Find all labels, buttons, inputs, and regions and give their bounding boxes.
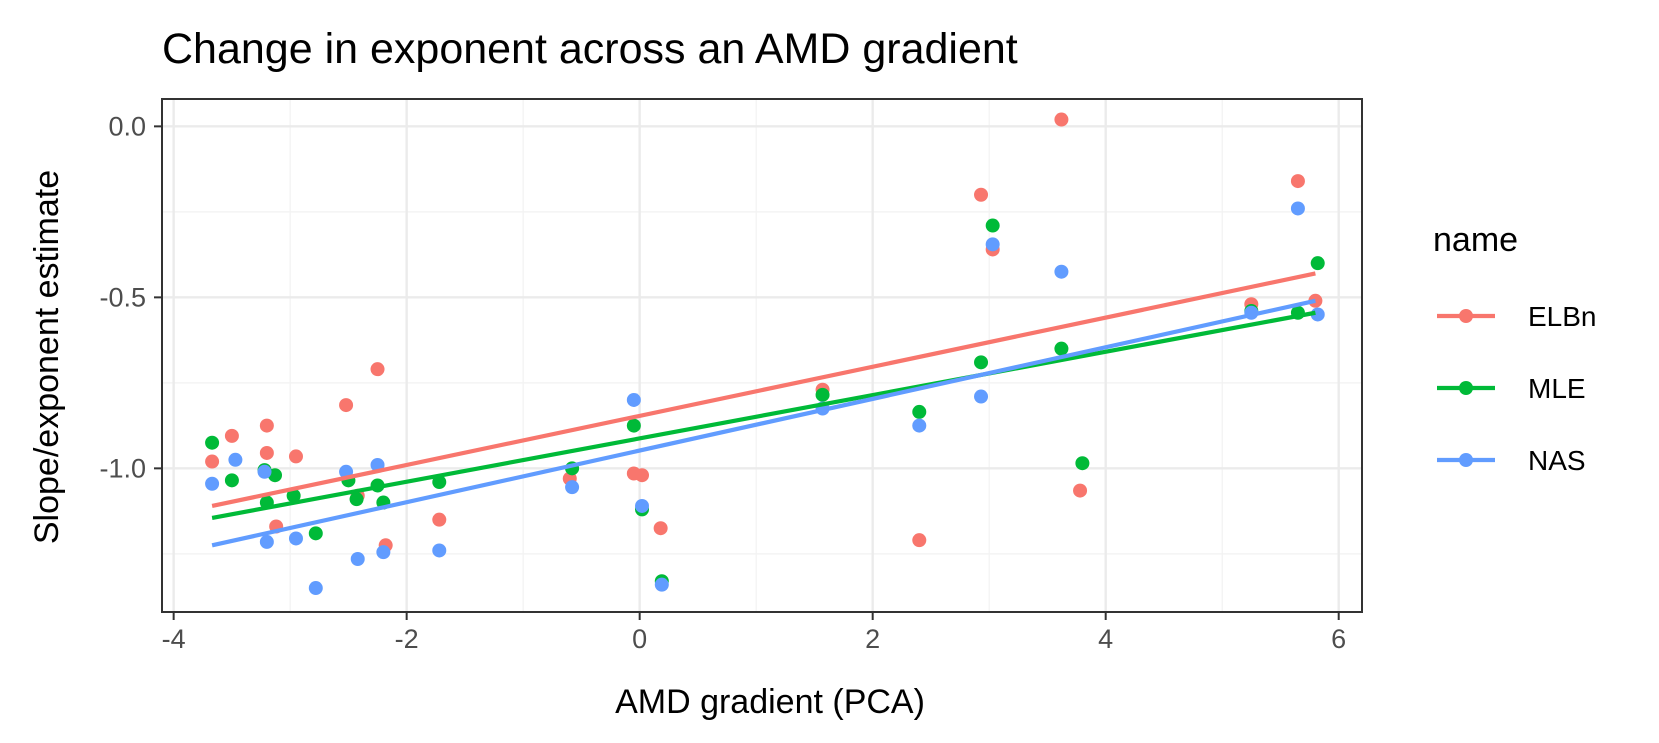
data-point-mle	[1075, 456, 1090, 471]
data-point-nas	[974, 389, 989, 404]
legend-label-elbn: ELBn	[1528, 301, 1597, 332]
data-point-elbn	[205, 454, 220, 469]
data-point-elbn	[974, 187, 989, 202]
x-tick-label: -2	[395, 624, 419, 654]
data-point-nas	[1290, 201, 1305, 216]
data-point-nas	[565, 480, 580, 495]
data-point-nas	[350, 551, 365, 566]
y-tick-label: -0.5	[99, 282, 146, 312]
data-point-nas	[288, 531, 303, 546]
data-point-nas	[912, 418, 927, 433]
data-point-nas	[259, 534, 274, 549]
panel-background	[162, 99, 1362, 612]
data-point-elbn	[259, 445, 274, 460]
x-tick-label: -4	[162, 624, 186, 654]
data-point-mle	[974, 355, 989, 370]
data-point-elbn	[339, 398, 354, 413]
data-point-nas	[228, 452, 243, 467]
data-point-elbn	[432, 512, 447, 527]
legend-key-point-nas	[1459, 453, 1473, 467]
data-point-mle	[308, 526, 323, 541]
data-point-mle	[985, 218, 1000, 233]
data-point-elbn	[912, 533, 927, 548]
data-point-elbn	[1054, 112, 1069, 127]
data-point-elbn	[259, 418, 274, 433]
data-point-elbn	[370, 362, 385, 377]
plot-panel	[161, 98, 1363, 613]
data-point-elbn	[1290, 174, 1305, 189]
trend-line-elbn	[211, 271, 1316, 509]
data-point-nas	[432, 543, 447, 558]
legend: name ELBn MLE NAS	[1433, 221, 1597, 476]
data-point-mle	[1054, 341, 1069, 356]
data-point-mle	[224, 473, 239, 488]
x-tick-label: 0	[632, 624, 647, 654]
legend-key-point-elbn	[1459, 309, 1473, 323]
data-point-nas	[985, 237, 1000, 252]
panel-border	[161, 98, 1363, 613]
data-point-mle	[1310, 256, 1325, 271]
data-point-mle	[626, 418, 641, 433]
data-point-nas	[1054, 264, 1069, 279]
data-point-nas	[308, 581, 323, 596]
x-tick-label: 4	[1098, 624, 1113, 654]
y-tick-label: 0.0	[108, 111, 146, 141]
chart-title: Change in exponent across an AMD gradien…	[162, 25, 1018, 73]
legend-label-mle: MLE	[1528, 373, 1586, 404]
data-point-mle	[205, 435, 220, 450]
x-tick-label: 2	[865, 624, 880, 654]
data-point-nas	[376, 545, 391, 560]
x-axis-title: AMD gradient (PCA)	[615, 683, 925, 721]
trend-line-mle	[211, 310, 1316, 521]
data-point-nas	[626, 392, 641, 407]
data-point-mle	[815, 387, 830, 402]
data-point-nas	[654, 577, 669, 592]
trend-line-nas	[211, 298, 1316, 548]
legend-title: name	[1433, 221, 1518, 259]
data-point-elbn	[224, 428, 239, 443]
legend-label-nas: NAS	[1528, 445, 1586, 476]
legend-key-point-mle	[1459, 381, 1473, 395]
data-point-elbn	[653, 521, 668, 536]
data-point-elbn	[288, 449, 303, 464]
data-point-mle	[432, 475, 447, 490]
data-point-mle	[349, 492, 364, 507]
data-point-elbn	[1073, 483, 1088, 498]
data-point-mle	[912, 404, 927, 419]
data-point-nas	[635, 498, 649, 513]
x-axis: -4 -2 0 2 4 6	[162, 612, 1346, 654]
data-point-nas	[205, 476, 220, 491]
data-point-elbn	[635, 468, 649, 483]
data-point-mle	[286, 488, 301, 503]
y-axis: 0.0 -0.5 -1.0	[99, 111, 162, 483]
data-point-nas	[257, 464, 272, 479]
y-tick-label: -1.0	[99, 453, 146, 483]
y-axis-title: Slope/exponent estimate	[28, 170, 66, 544]
x-tick-label: 6	[1331, 624, 1346, 654]
series-nas	[205, 201, 1325, 596]
